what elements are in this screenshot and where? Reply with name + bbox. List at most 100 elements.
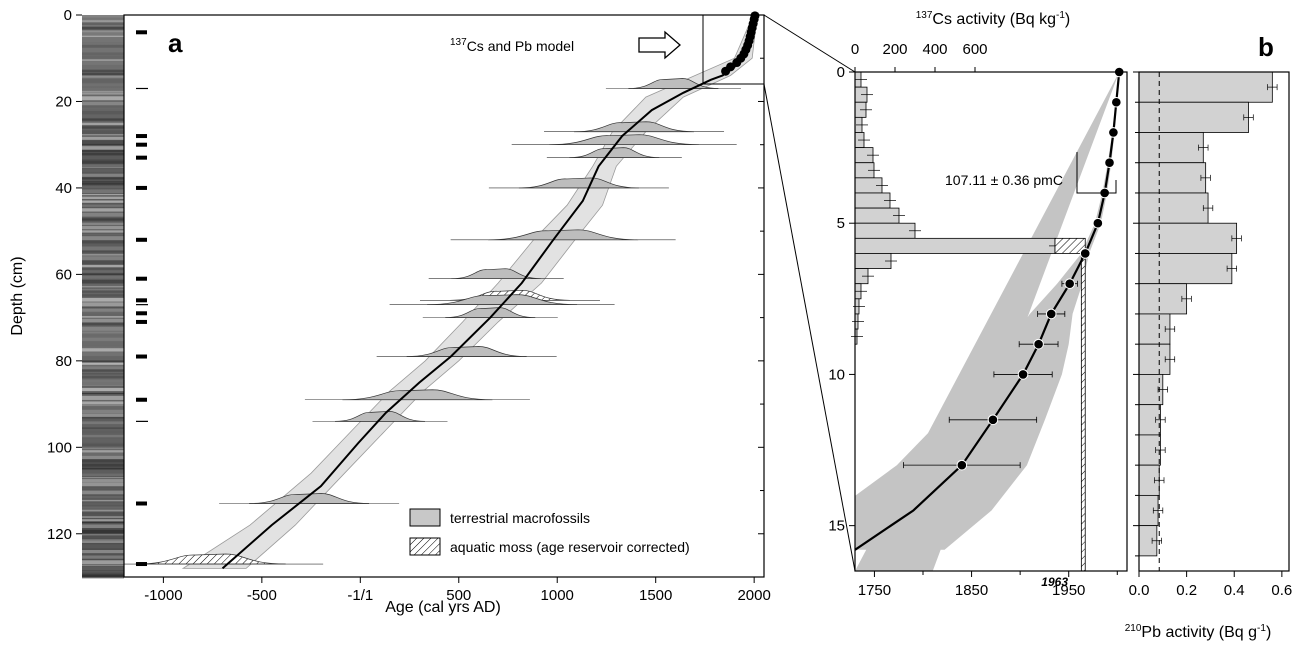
core-stripe	[82, 544, 124, 549]
core-stripe	[82, 536, 124, 539]
panel-pb: 0.0 0.2 0.4 0.6 b 210Pb activity (Bq g-1)	[1125, 32, 1293, 641]
core-stripe	[82, 116, 124, 118]
b-x-tick-label-0: 1750	[858, 582, 891, 599]
core-stripe	[82, 502, 124, 506]
b-y-tick-label-1: 5	[837, 215, 845, 232]
b-model-point-8	[1045, 308, 1057, 320]
a-cs-pb-point-13	[721, 66, 731, 76]
pb-axis-label: 210Pb activity (Bq g-1)	[1125, 623, 1272, 641]
core-stripe	[82, 297, 124, 302]
b-uncertainty-band	[855, 72, 1120, 571]
core-stripe	[82, 341, 124, 345]
cs-axis-exp: -1	[1056, 10, 1065, 21]
core-stripe	[82, 146, 124, 150]
core-stripe	[82, 348, 124, 352]
core-stripe	[82, 264, 124, 268]
dated-sample-11	[342, 389, 493, 401]
dated-sample-12	[334, 411, 426, 422]
zoom-line-top	[763, 14, 856, 73]
core-stripe	[82, 553, 124, 555]
core-stripe	[82, 362, 124, 365]
core-stripe	[82, 204, 124, 207]
core-stripe	[82, 570, 124, 573]
core-stripe	[82, 512, 124, 515]
pb-y-ticks	[1133, 71, 1139, 557]
core-stripe	[82, 275, 124, 279]
core-stripe	[82, 52, 124, 56]
core-stripe	[82, 369, 124, 372]
core-stripe	[82, 318, 124, 323]
core-stripe	[82, 133, 124, 136]
a-x-tick-label-1: -500	[247, 587, 277, 604]
core-stripe	[82, 164, 124, 166]
core-stripe	[82, 533, 124, 536]
core-stripe	[82, 560, 124, 565]
core-stripe	[82, 290, 124, 293]
cs-bar-9	[854, 207, 900, 224]
core-stripe	[82, 196, 124, 200]
core-stripe	[82, 413, 124, 417]
core-stripe	[82, 528, 124, 530]
pb-bar-7	[1138, 283, 1188, 315]
core-stripe	[82, 83, 124, 87]
core-stripe	[82, 538, 124, 541]
core-stripe	[82, 450, 124, 453]
core-stripe	[82, 540, 124, 544]
core-stripe	[82, 302, 124, 307]
pb-bar-2	[1138, 132, 1204, 164]
core-stripe	[82, 87, 124, 91]
cs-x-tick-label-1: 200	[882, 41, 907, 58]
core-stripe	[82, 260, 124, 265]
core-stripe	[82, 35, 124, 37]
core-stripe	[82, 388, 124, 392]
dated-sample-14	[135, 553, 286, 565]
b-model-point-9	[1033, 338, 1044, 350]
a-y-tick-label-1: 20	[55, 93, 72, 110]
panel-a: -1000 -500 -1/1 500 1000 1500 2000 0 20 40 60 80 10…	[9, 7, 771, 616]
pb-bar-0	[1138, 71, 1273, 103]
core-stripe	[82, 273, 124, 276]
core-stripe	[82, 516, 124, 518]
b-band-area	[855, 72, 1120, 571]
b-x-ticks: 1750 1850 1950	[858, 571, 1118, 599]
b-model-point-12	[956, 459, 968, 471]
core-stripe	[82, 482, 124, 487]
core-stripe	[82, 108, 124, 110]
core-stripe	[82, 246, 124, 251]
a-y-tick-label-6: 120	[47, 526, 72, 543]
core-stripe	[82, 382, 124, 384]
b-y-ticks: 0 5 10 15	[828, 64, 855, 535]
model-label: 137Cs and Pb model	[450, 37, 574, 54]
core-stripe	[82, 385, 124, 388]
zoom-line-bottom	[763, 83, 856, 572]
a-x-tick-label-5: 1500	[639, 587, 672, 604]
core-stripe	[82, 284, 124, 286]
core-stripe	[82, 463, 124, 467]
b-model-point-10	[1017, 369, 1029, 380]
core-stripe	[82, 425, 124, 428]
core-stripe	[82, 160, 124, 164]
core-stripe	[82, 75, 124, 78]
dated-sample-3	[569, 147, 660, 159]
panel-a-frame	[123, 14, 765, 578]
core-stripe	[82, 443, 124, 446]
b-model-point-1	[1111, 96, 1122, 108]
core-stripe	[82, 17, 124, 20]
b-x-tick-label-1: 1850	[955, 582, 988, 599]
core-stripe	[82, 488, 124, 490]
pb-x-tick-label-0: 0.0	[1129, 582, 1150, 599]
core-stripe	[82, 384, 124, 386]
core-stripe	[82, 152, 124, 156]
a-y-ticks: 0 20 40 60 80 100 120	[47, 7, 764, 543]
core-stripe	[82, 218, 124, 221]
core-stripe	[82, 447, 124, 450]
b-model-point-11	[987, 414, 999, 426]
core-stripes	[82, 15, 124, 579]
core-stripe	[82, 427, 124, 429]
core-stripe	[82, 366, 124, 370]
core-stripe	[82, 38, 124, 41]
core-stripe	[82, 222, 124, 226]
core-stripe	[82, 42, 124, 44]
core-stripe	[82, 90, 124, 93]
